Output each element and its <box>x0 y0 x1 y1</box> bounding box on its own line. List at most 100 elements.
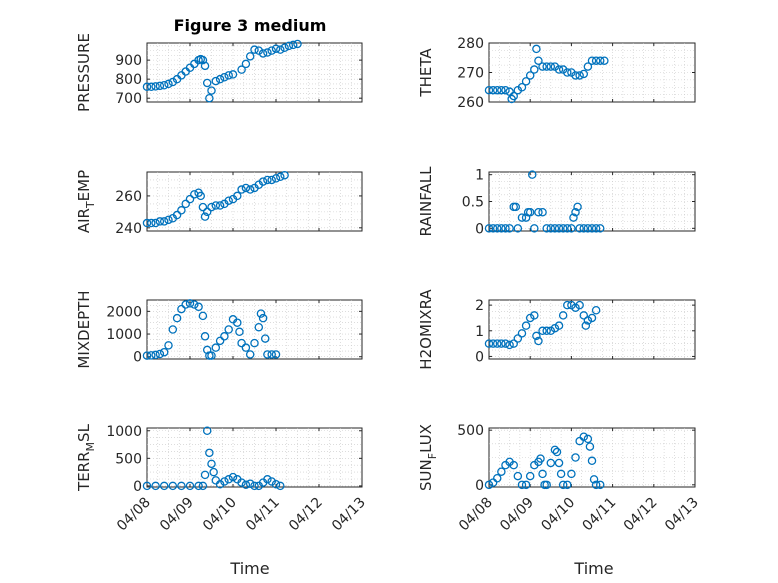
y-tick-label: 900 <box>115 53 142 69</box>
x-tick-label: 04/10 <box>200 495 240 535</box>
data-point <box>509 91 518 101</box>
plot-area <box>146 427 363 488</box>
data-point <box>196 191 205 201</box>
data-point <box>245 52 255 61</box>
data-point <box>530 224 539 233</box>
y-tick-label: 0 <box>475 221 484 237</box>
data-point <box>151 218 160 228</box>
data-point <box>534 207 543 217</box>
data-point <box>250 338 259 348</box>
data-point <box>181 300 190 309</box>
data-point <box>241 59 251 69</box>
data-point <box>263 475 272 484</box>
data-point <box>258 177 268 186</box>
data-point <box>280 43 289 53</box>
data-point <box>245 185 255 194</box>
data-point <box>532 331 541 341</box>
data-point <box>202 207 212 217</box>
y-tick-label: 260 <box>457 95 484 111</box>
data-point <box>583 224 593 233</box>
data-point <box>501 339 510 348</box>
data-point <box>501 85 510 95</box>
data-point <box>198 55 208 65</box>
y-tick-label: 280 <box>457 36 484 52</box>
data-point <box>554 321 564 330</box>
data-point <box>569 213 578 222</box>
data-point <box>497 339 506 348</box>
data-point <box>224 71 233 80</box>
data-point <box>585 442 595 451</box>
data-point <box>538 469 547 479</box>
data-point <box>284 41 294 51</box>
data-point <box>579 69 589 79</box>
data-point <box>563 224 572 233</box>
data-point <box>207 459 216 469</box>
x-tick-label: 04/11 <box>580 495 620 535</box>
data-point <box>587 456 597 466</box>
data-point <box>513 471 523 481</box>
x-tick-label: 04/09 <box>497 495 537 535</box>
data-point <box>573 202 582 212</box>
data-point <box>587 313 597 323</box>
data-point <box>484 85 494 95</box>
data-point <box>492 339 502 348</box>
x-axis-label-left: Time <box>229 559 269 578</box>
data-point <box>595 480 605 490</box>
subplot-7: 0 500 1000 TERRMSL 04/08 04/09 04/10 04/11 04/12… <box>75 423 369 534</box>
y-tick-label: 0 <box>133 350 142 366</box>
data-point <box>563 480 572 490</box>
data-point <box>530 311 539 320</box>
x-tick-label: 04/08 <box>456 495 496 535</box>
data-point <box>571 71 580 80</box>
data-point <box>237 338 246 348</box>
data-point <box>517 480 527 490</box>
data-point <box>233 318 242 327</box>
data-point <box>505 340 514 350</box>
data-point <box>245 479 255 488</box>
data-point <box>484 339 494 348</box>
data-point <box>168 481 178 491</box>
data-point <box>267 477 276 486</box>
y-axis-label: AIRTEMP <box>75 170 97 233</box>
data-point <box>151 350 160 360</box>
data-point <box>164 215 173 225</box>
data-point <box>532 44 541 54</box>
data-point <box>224 196 233 205</box>
subplot-2: 260 270 280 THETA <box>417 36 696 111</box>
data-point <box>542 62 551 71</box>
data-point <box>546 458 556 468</box>
data-point <box>538 62 547 71</box>
data-point <box>224 475 233 484</box>
data-point <box>579 432 589 441</box>
data-point <box>276 172 285 182</box>
data-point <box>263 175 272 185</box>
data-point <box>530 65 539 74</box>
data-point <box>579 224 589 233</box>
y-tick-label: 800 <box>115 72 142 88</box>
y-axis-label: THETA <box>417 48 435 98</box>
data-point <box>571 207 580 217</box>
data-point <box>492 85 502 95</box>
subplot-6: 0 1 2 H2OMIXRA <box>417 289 696 370</box>
data-point <box>497 467 506 476</box>
data-point <box>521 77 531 86</box>
data-point <box>256 309 266 318</box>
data-point <box>509 460 518 470</box>
y-tick-label: 0 <box>133 479 142 495</box>
data-point <box>484 224 494 233</box>
x-tick-label: 04/12 <box>621 495 661 535</box>
x-tick-label: 04/12 <box>286 495 326 535</box>
data-point <box>159 347 169 357</box>
data-point <box>177 481 186 491</box>
data-point <box>258 49 268 58</box>
data-point <box>591 56 601 65</box>
y-tick-label: 700 <box>115 91 142 107</box>
data-point <box>220 332 229 341</box>
data-point <box>528 170 537 179</box>
data-point <box>575 300 584 310</box>
y-axis-label: MIXDEPTH <box>75 290 93 368</box>
data-point <box>563 68 572 77</box>
y-tick-label: 1 <box>475 324 484 340</box>
data-point <box>250 45 259 54</box>
